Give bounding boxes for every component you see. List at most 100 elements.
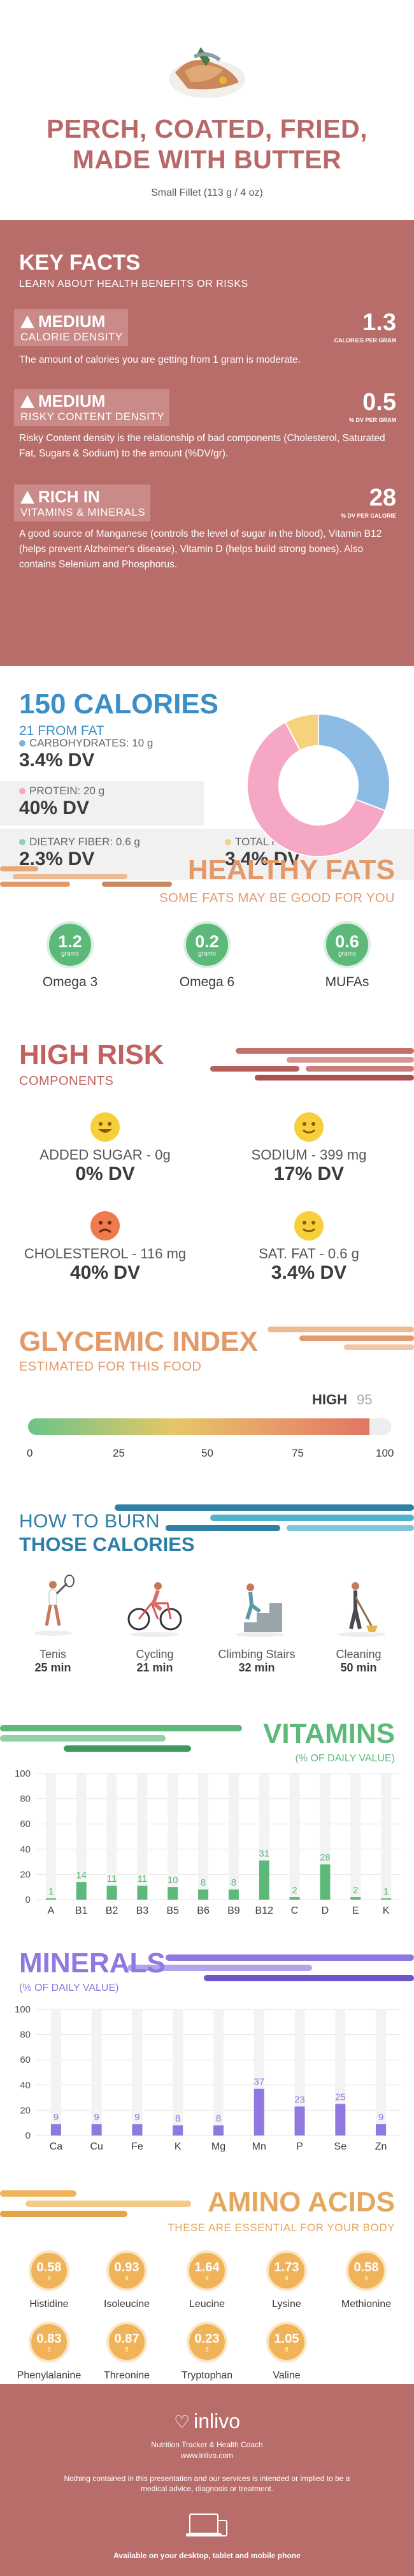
risk-sat-fat: SAT. FAT - 0.6 g 3.4% DV [217,1211,401,1284]
heart-logo-icon: ♡ [173,2412,190,2432]
fact-label: RICH IN VITAMINS & MINERALS [14,484,151,521]
bar-b3 [137,1886,148,1900]
amino-unit: g [125,2274,129,2280]
fact-value: 0.5 [362,389,396,416]
risk-label: ADDED SUGAR - 0g [39,1147,171,1163]
amino-label: Tryptophan [181,2370,233,2381]
amino-unit: g [205,2345,209,2352]
bar-track [50,2009,61,2136]
bar-d [320,1864,331,1900]
amino-circle: 0.23 g [187,2322,227,2362]
glycemic-tick: 75 [292,1447,304,1459]
glycemic-tick: 50 [201,1447,213,1459]
vitamins-bar-chart: 0 20 40 60 80 100 1 A 14 B1 11 B2 11 B3 10 B5 8 B6 8 B9 31 B1… [15,1768,401,1916]
amino-circle: 0.93 g [106,2250,147,2291]
bar-b2 [106,1886,117,1900]
vitamins-subtitle: (% OF DAILY VALUE) [295,1753,395,1764]
nutrient-label: DIETARY FIBER: 0.6 g [29,836,140,848]
nutrient-value: 40% DV [19,797,90,819]
amino-unit: g [364,2274,368,2280]
bar-track [228,1773,239,1900]
brand-url[interactable]: www.inlivo.com [180,2451,234,2460]
amino-circle: 0.58 g [346,2250,387,2291]
title-line-1: PERCH, COATED, FRIED, [46,114,368,143]
fat-circle: 1.2 grams [46,921,94,968]
bar-track [381,1773,392,1900]
brand-logo[interactable]: ♡ inlivo [0,2410,414,2433]
risk-value: 17% DV [273,1163,345,1184]
page-title: PERCH, COATED, FRIED, MADE WITH BUTTER [0,113,414,175]
risk-label: SAT. FAT - 0.6 g [259,1246,359,1262]
bar-track [132,2009,143,2136]
x-tick-label: D [322,1905,329,1916]
availability-note: Available on your desktop, tablet and mo… [113,2551,301,2560]
fact-level: MEDIUM [38,391,106,411]
bar-b1 [76,1882,87,1900]
bar-value-label: 8 [231,1877,236,1888]
happy-face-icon [294,1112,324,1142]
minerals-subtitle: (% OF DAILY VALUE) [19,1983,119,1993]
amino-circle: 1.05 g [266,2322,307,2362]
vitamins-stripes [0,1725,242,1752]
amino-methionine: 0.58 g Methionine [325,2250,408,2310]
bar-value-label: 9 [94,2112,99,2123]
amino-value: 0.93 [114,2260,139,2274]
fact-name: RISKY CONTENT DENSITY [20,411,165,423]
footer: ♡ inlivo Nutrition Tracker & Health Coach… [0,2384,414,2576]
glycemic-level: HIGH [312,1392,347,1408]
fat-label: MUFAs [325,975,369,989]
disclaimer: Nothing contained in this presentation a… [64,2474,350,2493]
happy-face-icon [294,1211,324,1241]
x-tick-label: Fe [131,2141,143,2152]
amino-label: Valine [273,2370,301,2381]
fat-unit: grams [198,950,216,957]
tennis-icon [34,1575,75,1636]
nutrient-value: 3.4% DV [225,848,301,870]
amino-title: AMINO ACIDS [207,2187,395,2218]
high-risk-subtitle: COMPONENTS [19,1074,114,1088]
happy-face-icon [90,1112,120,1142]
risk-value: 3.4% DV [271,1262,347,1283]
bar-value-label: 8 [175,2113,180,2124]
activity-minutes: 21 min [136,1661,173,1674]
fat-unit: grams [338,950,356,957]
bar-track [376,2009,387,2136]
y-tick-label: 40 [20,1844,31,1855]
x-tick-label: P [296,2141,303,2152]
fact-description: A good source of Manganese (controls the… [19,528,382,570]
healthy-fats-subtitle: SOME FATS MAY BE GOOD FOR YOU [159,891,395,905]
burn-title-line-1: HOW TO BURN [19,1511,161,1532]
bar-track [289,1773,300,1900]
x-tick-label: B1 [75,1905,88,1916]
y-tick-label: 80 [20,1794,31,1805]
stairs-icon [236,1583,284,1637]
amino-unit: g [125,2345,129,2352]
amino-lysine: 1.73 g Lysine [245,2250,328,2310]
burn-stripes [115,1504,414,1531]
x-tick-label: B12 [255,1905,274,1916]
devices-icon [186,2514,227,2536]
bar-zn [376,2124,387,2136]
x-tick-label: Cu [90,2141,103,2152]
key-facts-subtitle: LEARN ABOUT HEALTH BENEFITS OR RISKS [19,279,248,289]
donut-slice-carbohydrates [318,713,390,812]
high-risk-stripes [210,1048,414,1081]
amino-leucine: 1.64 g Leucine [166,2250,248,2310]
glycemic-tick: 25 [113,1447,125,1459]
amino-unit: g [285,2274,289,2280]
amino-circle: 0.58 g [29,2250,69,2291]
header: PERCH, COATED, FRIED, MADE WITH BUTTER S… [0,0,414,220]
bar-e [350,1897,361,1900]
y-tick-label: 80 [20,2030,31,2041]
y-tick-label: 60 [20,2055,31,2065]
glycemic-stripes [268,1327,414,1350]
bar-k [173,2125,183,2136]
bar-b5 [168,1887,178,1900]
bar-p [294,2106,305,2136]
amino-value: 0.58 [353,2260,379,2274]
fact-unit: CALORIES PER GRAM [334,337,396,344]
x-tick-label: B6 [197,1905,210,1916]
amino-isoleucine: 0.93 g Isoleucine [85,2250,168,2310]
bar-k [381,1898,392,1900]
